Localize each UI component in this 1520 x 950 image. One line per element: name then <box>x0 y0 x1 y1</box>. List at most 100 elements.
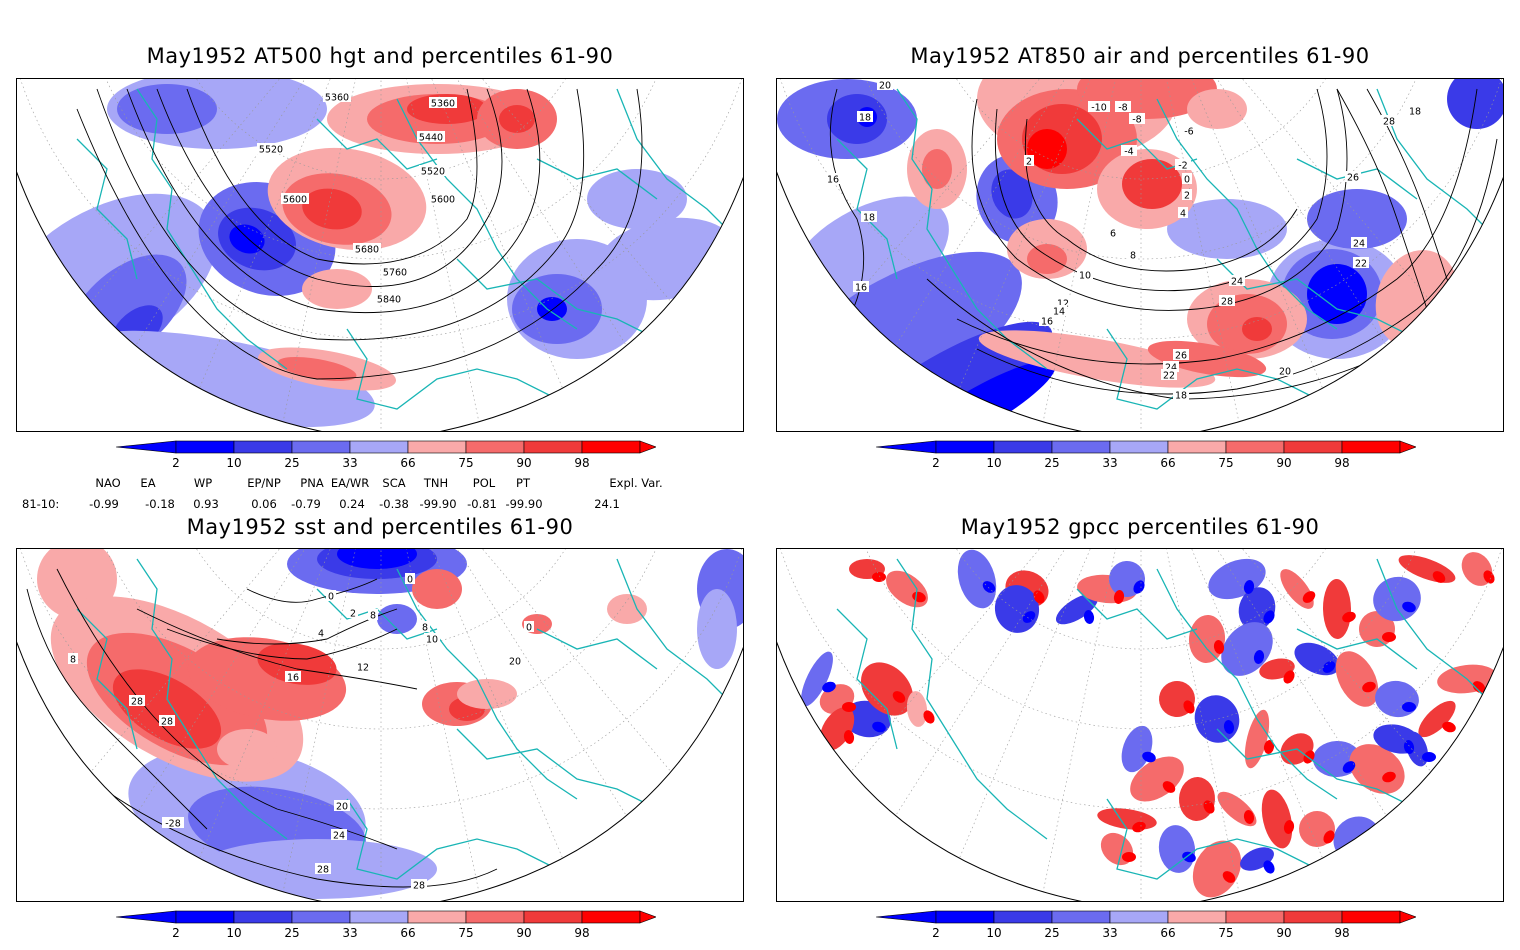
colorbar-tick-label: 90 <box>516 926 532 940</box>
contour-label: 18 <box>863 213 875 224</box>
contour-label: 16 <box>855 283 867 294</box>
colorbar-tick-label: 25 <box>284 456 300 470</box>
index-header: EP/NP <box>247 476 281 490</box>
map-panel-sst: 0 0 4 8 12 16 20 24 28 28 28 28 -28 8 10 20 0 2 8 <box>16 548 744 902</box>
contour-label: -4 <box>1124 147 1133 158</box>
colorbar-tick-label: 66 <box>1160 926 1176 940</box>
colorbar-tick-label: 2 <box>932 926 940 940</box>
contour-label: 24 <box>1231 277 1243 288</box>
colorbar-tick-label: 10 <box>986 926 1002 940</box>
index-header: PNA <box>300 476 324 490</box>
contour-label: 26 <box>1175 351 1187 362</box>
map-panel-gpcc <box>776 548 1504 902</box>
contour-label: 6 <box>1110 229 1116 240</box>
contour-label: -8 <box>1118 103 1127 114</box>
map-hgt: 5360 5360 5440 5520 5520 5600 5600 5680 5760 5840 <box>17 79 743 431</box>
colorbar-tick-label: 2 <box>172 926 180 940</box>
contour-label: 5360 <box>431 99 455 110</box>
contour-label: 8 <box>1130 251 1136 262</box>
contour-label: 28 <box>161 717 173 728</box>
contour-label: 8 <box>422 623 428 634</box>
colorbar-tick-label: 33 <box>342 926 358 940</box>
colorbar-tick-label: 2 <box>932 456 940 470</box>
panel-title-sst: May1952 sst and percentiles 61-90 <box>186 515 574 539</box>
index-header: WP <box>193 476 213 490</box>
contour-label: -2 <box>1178 161 1187 172</box>
panel-title-gpcc: May1952 gpcc percentiles 61-90 <box>960 515 1320 539</box>
contour-label: 2 <box>350 609 356 620</box>
colorbar-air: 2 10 25 33 66 75 90 98 <box>876 440 1416 480</box>
contour-label: 5360 <box>325 93 349 104</box>
contour-label: 28 <box>1383 117 1395 128</box>
contour-label: 2 <box>1184 191 1190 202</box>
contour-label: 0 <box>328 592 334 603</box>
contour-label: -6 <box>1184 127 1193 138</box>
colorbar-tick-label: 98 <box>574 456 590 470</box>
contour-label: 28 <box>1221 297 1233 308</box>
contour-label: 5520 <box>421 167 445 178</box>
index-value: 0.06 <box>251 497 277 511</box>
index-value: 0.24 <box>339 497 365 511</box>
index-header: POL <box>472 476 496 490</box>
map-panel-hgt: 5360 5360 5440 5520 5520 5600 5600 5680 5760 5840 <box>16 78 744 432</box>
colorbar-tick-label: 33 <box>342 456 358 470</box>
colorbar-tick-label: 90 <box>1276 456 1292 470</box>
colorbar-tick-label: 33 <box>1102 456 1118 470</box>
index-header: EA/WR <box>330 476 370 490</box>
contour-label: 28 <box>413 881 425 892</box>
contour-label: 20 <box>336 802 348 813</box>
contour-label: 24 <box>1165 363 1177 374</box>
contour-label: 20 <box>1279 367 1291 378</box>
colorbar-tick-label: 25 <box>284 926 300 940</box>
contour-label: 5680 <box>355 245 379 256</box>
panel-title-air: May1952 AT850 air and percentiles 61-90 <box>910 44 1370 68</box>
contour-label: 22 <box>1355 259 1367 270</box>
contour-label: 16 <box>287 673 299 684</box>
contour-label: 28 <box>131 697 143 708</box>
index-header: NAO <box>95 476 121 490</box>
index-value: -99.90 <box>419 497 457 511</box>
colorbar-tick-label: 75 <box>1218 926 1234 940</box>
contour-label: 8 <box>70 655 76 666</box>
colorbar-tick-label: 75 <box>458 456 474 470</box>
colorbar-tick-label: 75 <box>1218 456 1234 470</box>
index-row-label: 81-10: <box>22 497 60 511</box>
contour-label: 8 <box>370 611 376 622</box>
index-header: PT <box>516 476 530 490</box>
colorbar-tick-label: 33 <box>1102 926 1118 940</box>
contour-label: -28 <box>165 819 181 830</box>
contour-label: 18 <box>859 113 871 124</box>
contour-label: 4 <box>1180 209 1186 220</box>
colorbar-tick-label: 98 <box>1334 926 1350 940</box>
colorbar-tick-label: 25 <box>1044 926 1060 940</box>
colorbar-tick-label: 98 <box>1334 456 1350 470</box>
colorbar-tick-label: 10 <box>226 926 242 940</box>
map-gpcc <box>777 549 1503 901</box>
map-panel-air: 20 18 16 18 16 2 -10 -8 -8 -6 -4 -2 0 2 4 6 8 10 12 14 16 24 2… <box>776 78 1504 432</box>
contour-label: 12 <box>357 663 369 674</box>
colorbar-tick-label: 75 <box>458 926 474 940</box>
contour-label: 10 <box>426 635 438 646</box>
index-value: -0.18 <box>145 497 175 511</box>
contour-label: 16 <box>1041 317 1053 328</box>
colorbar-sst: 2 10 25 33 66 75 90 98 <box>116 910 656 950</box>
colorbar-hgt: 2 10 25 33 66 75 90 98 <box>116 440 656 480</box>
contour-label: -10 <box>1091 103 1107 114</box>
contour-label: 24 <box>333 831 345 842</box>
index-value: -99.90 <box>505 497 543 511</box>
contour-label: 4 <box>318 629 324 640</box>
contour-label: -8 <box>1132 115 1141 126</box>
contour-label: 28 <box>317 865 329 876</box>
panel-title-hgt: May1952 AT500 hgt and percentiles 61-90 <box>146 44 614 68</box>
index-value: -0.79 <box>291 497 321 511</box>
contour-label: 22 <box>1163 371 1175 382</box>
contour-label: 18 <box>1409 107 1421 118</box>
contour-label: 0 <box>1184 175 1190 186</box>
contour-label: 2 <box>1026 157 1032 168</box>
contour-label: 0 <box>526 623 532 634</box>
index-header: Expl. Var. <box>609 476 663 490</box>
contour-label: 5840 <box>377 295 401 306</box>
colorbar-tick-label: 98 <box>574 926 590 940</box>
